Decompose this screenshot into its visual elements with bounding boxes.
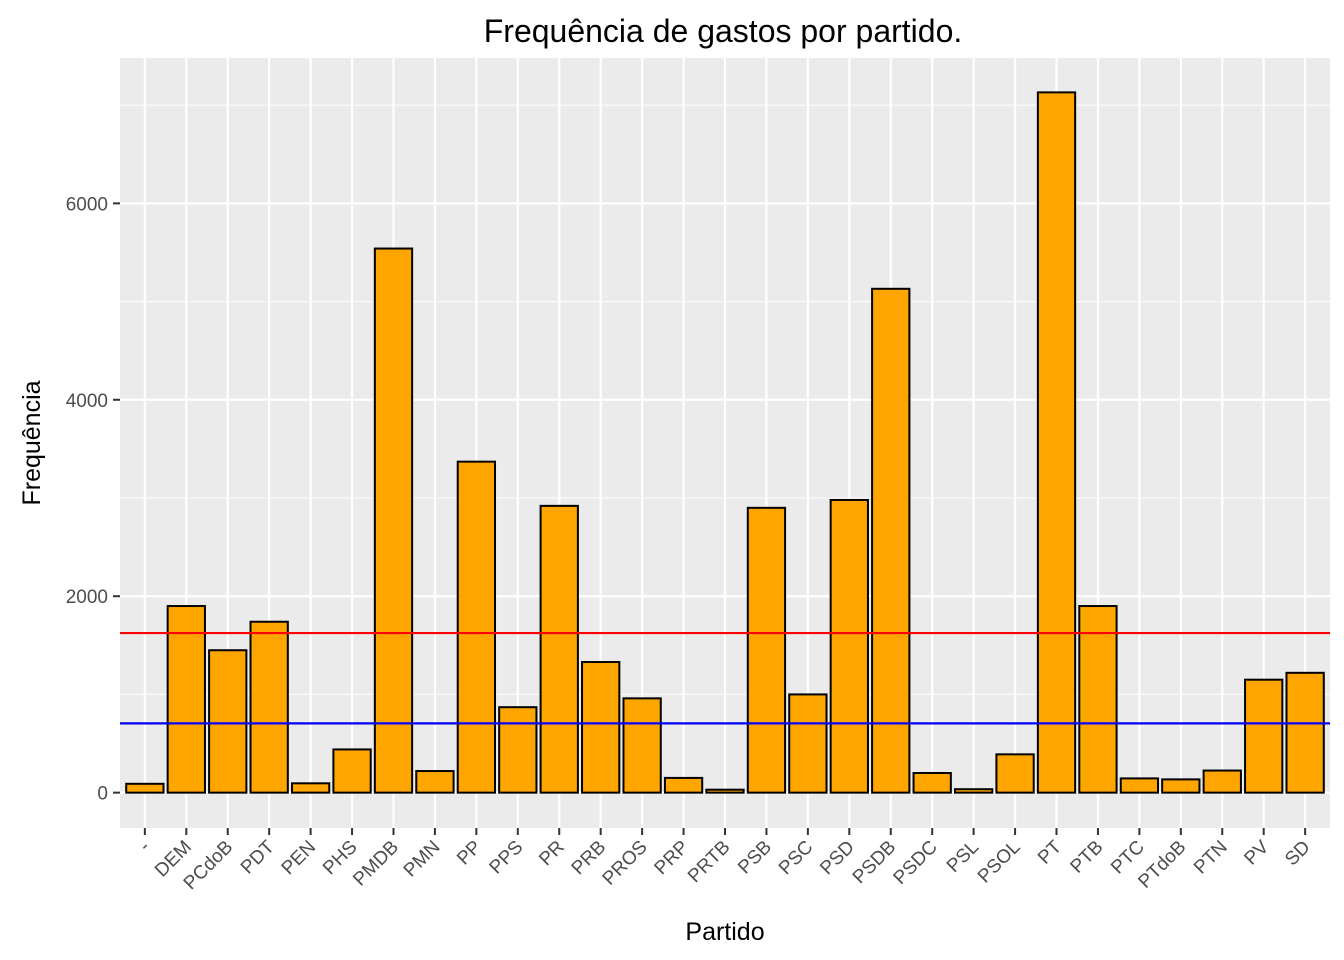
- x-tick-label: PTdoB: [1134, 837, 1190, 893]
- x-tick-label: PP: [453, 837, 486, 870]
- bar-PTC: [1119, 777, 1160, 794]
- x-tick-label: PSOL: [974, 837, 1025, 888]
- x-tick-label: PEN: [278, 837, 320, 879]
- bar-PR: [539, 504, 579, 794]
- x-tick-label: PMN: [400, 837, 445, 882]
- bar-PP: [456, 460, 497, 794]
- x-tick-label: PSB: [734, 837, 776, 879]
- x-tick-label: -: [135, 837, 154, 856]
- y-axis: 0 2000 4000 6000: [66, 194, 120, 805]
- x-tick-label: PV: [1240, 836, 1273, 869]
- bar-PTN: [1202, 769, 1242, 794]
- bar-PMDB: [373, 247, 414, 794]
- bar-PSD: [829, 498, 869, 794]
- y-tick-label: 6000: [66, 194, 108, 215]
- x-tick-label: PPS: [486, 837, 528, 879]
- bar-PSOL: [995, 753, 1035, 794]
- bar-PV: [1244, 678, 1284, 794]
- x-tick-label: SD: [1281, 837, 1315, 871]
- x-tick-label: PSDC: [890, 837, 942, 889]
- bar-PEN: [290, 782, 331, 794]
- x-tick-label: PSC: [775, 837, 817, 879]
- bar-PSDC: [912, 772, 952, 794]
- y-axis-title: Frequência: [18, 380, 46, 505]
- bar-PSDB: [871, 287, 911, 794]
- bar-PCdoB: [208, 649, 248, 794]
- chart-title: Frequência de gastos por partido.: [484, 13, 963, 49]
- bars: [125, 91, 1325, 794]
- x-tick-label: PR: [535, 837, 569, 871]
- bar-SD: [1285, 671, 1325, 794]
- y-tick-label: 4000: [66, 391, 108, 412]
- x-tick-label: PT: [1034, 836, 1066, 868]
- bar-PT: [1036, 91, 1077, 794]
- bar-PRP: [663, 776, 704, 794]
- bar-PRTB: [705, 788, 745, 794]
- x-tick-label: PRTB: [684, 837, 734, 887]
- x-tick-label: PROS: [599, 837, 652, 890]
- bar-PMN: [415, 770, 455, 794]
- bar-PTB: [1078, 605, 1118, 794]
- bar-PPS: [498, 706, 538, 794]
- x-tick-label: PTN: [1190, 837, 1232, 879]
- reference-lines: [120, 631, 1330, 725]
- y-tick-label: 0: [97, 784, 108, 805]
- bar-PSL: [953, 788, 994, 794]
- x-tick-label: PTB: [1067, 837, 1108, 878]
- bar-PHS: [332, 748, 372, 794]
- bar-PSB: [746, 506, 787, 794]
- y-tick-label: 2000: [66, 587, 108, 608]
- x-tick-label: PMDB: [349, 837, 403, 891]
- x-tick-label: PSDB: [849, 837, 900, 888]
- bar-PRB: [581, 661, 621, 794]
- x-tick-label: PDT: [237, 836, 279, 878]
- bar-DEM: [166, 605, 206, 794]
- bar-PDT: [249, 620, 289, 794]
- bar--: [125, 782, 165, 794]
- bar-PROS: [622, 697, 662, 794]
- bar-PTdoB: [1161, 778, 1201, 794]
- x-axis-title: Partido: [685, 918, 764, 946]
- bar-PSC: [788, 693, 828, 794]
